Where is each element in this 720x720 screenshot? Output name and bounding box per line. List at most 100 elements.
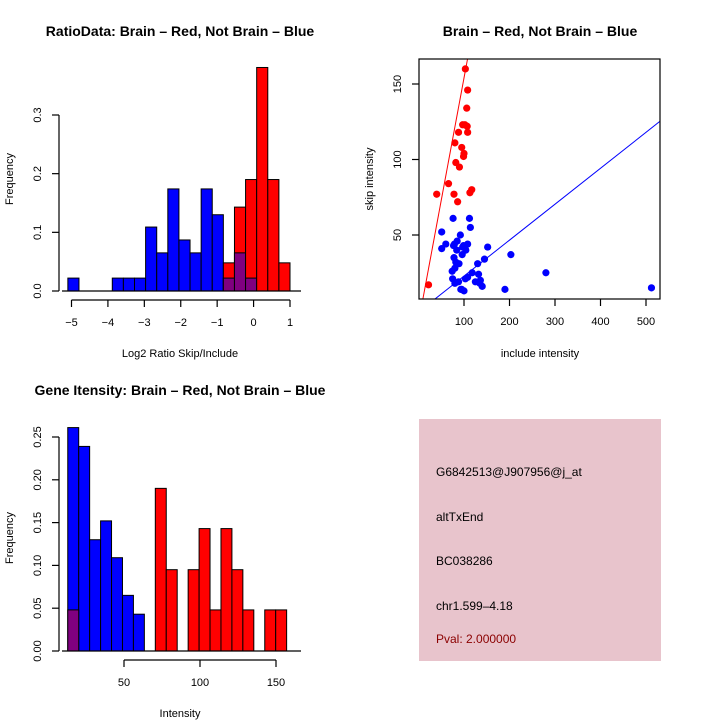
scatter-title: Brain – Red, Not Brain – Blue [443, 23, 638, 39]
scatter-point-not-brain [476, 276, 484, 284]
ratio-histogram-ylabel: Frequency [4, 153, 16, 205]
scatter-point-not-brain [474, 270, 483, 278]
scatter-point-brain [451, 139, 459, 147]
histogram-bar-brain [220, 528, 233, 652]
x-tick-label: 500 [637, 316, 655, 328]
gene-intensity-ylabel: Frequency [4, 512, 16, 564]
y-tick-label: 0.00 [32, 640, 44, 661]
y-tick-label: 0.05 [32, 597, 44, 618]
histogram-bar-brain [256, 66, 269, 292]
scatter-point-brain [464, 128, 472, 136]
x-tick-label: 1 [287, 317, 293, 329]
scatter-point-brain [450, 190, 458, 198]
info-panel: G6842513@J907956@j_at altTxEnd BC038286 … [419, 419, 661, 661]
histogram-bar-not-brain [111, 557, 123, 652]
scatter-point-brain [458, 143, 466, 152]
x-tick-label: 100 [191, 677, 209, 689]
histogram-bar-not-brain [189, 252, 202, 292]
histogram-bar-brain [209, 609, 222, 652]
x-tick-label: −4 [102, 317, 115, 329]
scatter-point-brain [454, 128, 463, 136]
y-tick-label: 100 [392, 150, 404, 168]
histogram-bar-not-brain [121, 594, 134, 652]
x-tick-label: 150 [267, 677, 285, 689]
scatter-point-not-brain [466, 223, 474, 232]
scatter-point-not-brain [458, 251, 466, 259]
histogram-bar-brain [278, 262, 291, 292]
y-tick-label: 150 [392, 75, 404, 93]
histogram-bar-not-brain [178, 239, 191, 292]
histogram-bar-not-brain [167, 188, 180, 292]
y-tick-label: 0.2 [32, 166, 44, 181]
ratio-histogram-panel: RatioData: Brain – Red, Not Brain – Blue… [4, 23, 314, 360]
scatter-point-brain [454, 198, 462, 206]
scatter-point-brain [461, 65, 469, 73]
x-tick-label: 50 [118, 677, 130, 689]
scatter-ylabel: skip intensity [364, 147, 376, 210]
scatter-panel: Brain – Red, Not Brain – Blue include in… [364, 23, 661, 360]
y-tick-label: 0.15 [32, 512, 44, 533]
info-location: chr1.599–4.18 [436, 599, 513, 613]
histogram-bar-brain [264, 609, 277, 652]
info-probe-id: G6842513@J907956@j_at [436, 465, 582, 479]
histogram-bar-not-brain [134, 277, 147, 292]
x-tick-label: 100 [455, 316, 473, 328]
scatter-point-not-brain [465, 214, 474, 222]
histogram-bar-overlap [222, 277, 235, 292]
scatter-point-not-brain [478, 282, 486, 290]
info-pval: Pval: 2.000000 [436, 632, 516, 646]
scatter-point-not-brain [501, 285, 509, 293]
info-event-type: altTxEnd [436, 510, 483, 524]
histogram-bar-not-brain [211, 214, 224, 292]
y-tick-label: 0.20 [32, 469, 44, 490]
histogram-bar-brain [275, 609, 288, 652]
x-tick-label: −3 [138, 317, 151, 329]
scatter-point-brain [444, 180, 453, 188]
scatter-point-brain [464, 86, 472, 94]
y-tick-label: 0.25 [32, 426, 44, 447]
histogram-bar-not-brain [67, 277, 80, 292]
scatter-point-not-brain [468, 269, 476, 277]
histogram-bar-brain [245, 179, 258, 292]
scatter-point-not-brain [438, 228, 446, 236]
scatter-point-not-brain [647, 284, 656, 292]
info-panel-background [419, 419, 661, 661]
histogram-bar-not-brain [156, 252, 169, 292]
histogram-bar-overlap [245, 277, 258, 292]
gene-intensity-xlabel: Intensity [160, 708, 201, 720]
histogram-bar-not-brain [145, 226, 158, 292]
scatter-point-not-brain [480, 255, 489, 263]
histogram-bar-overlap [67, 609, 80, 652]
scatter-point-not-brain [459, 241, 468, 250]
scatter-point-not-brain [484, 243, 492, 251]
scatter-xlabel: include intensity [501, 348, 580, 360]
x-tick-label: 0 [251, 317, 257, 329]
histogram-bar-brain [165, 569, 178, 652]
x-tick-label: −2 [174, 317, 187, 329]
scatter-point-not-brain [461, 275, 469, 283]
histogram-bar-not-brain [89, 539, 102, 652]
y-tick-label: 0.3 [32, 107, 44, 122]
scatter-point-brain [433, 190, 441, 198]
gene-intensity-histogram-panel: Gene Itensity: Brain – Red, Not Brain – … [4, 382, 326, 720]
scatter-point-not-brain [456, 231, 464, 239]
scatter-point-not-brain [474, 260, 482, 268]
x-tick-label: 400 [591, 316, 609, 328]
histogram-bar-not-brain [200, 188, 213, 292]
x-tick-label: −1 [211, 317, 224, 329]
x-tick-label: 300 [546, 316, 564, 328]
scatter-point-not-brain [454, 278, 463, 286]
scatter-plot-area [422, 59, 660, 299]
scatter-plot-frame [418, 58, 661, 300]
histogram-bar-not-brain [78, 445, 91, 652]
scatter-point-not-brain [457, 285, 465, 293]
histogram-bar-not-brain [100, 520, 113, 652]
scatter-point-brain [455, 163, 464, 171]
scatter-point-not-brain [542, 269, 550, 277]
ratio-histogram-xlabel: Log2 Ratio Skip/Include [122, 348, 238, 360]
scatter-point-not-brain [453, 246, 461, 254]
ratio-histogram-title: RatioData: Brain – Red, Not Brain – Blue [46, 23, 315, 39]
histogram-bar-brain [231, 569, 244, 652]
histogram-bar-not-brain [132, 613, 145, 652]
